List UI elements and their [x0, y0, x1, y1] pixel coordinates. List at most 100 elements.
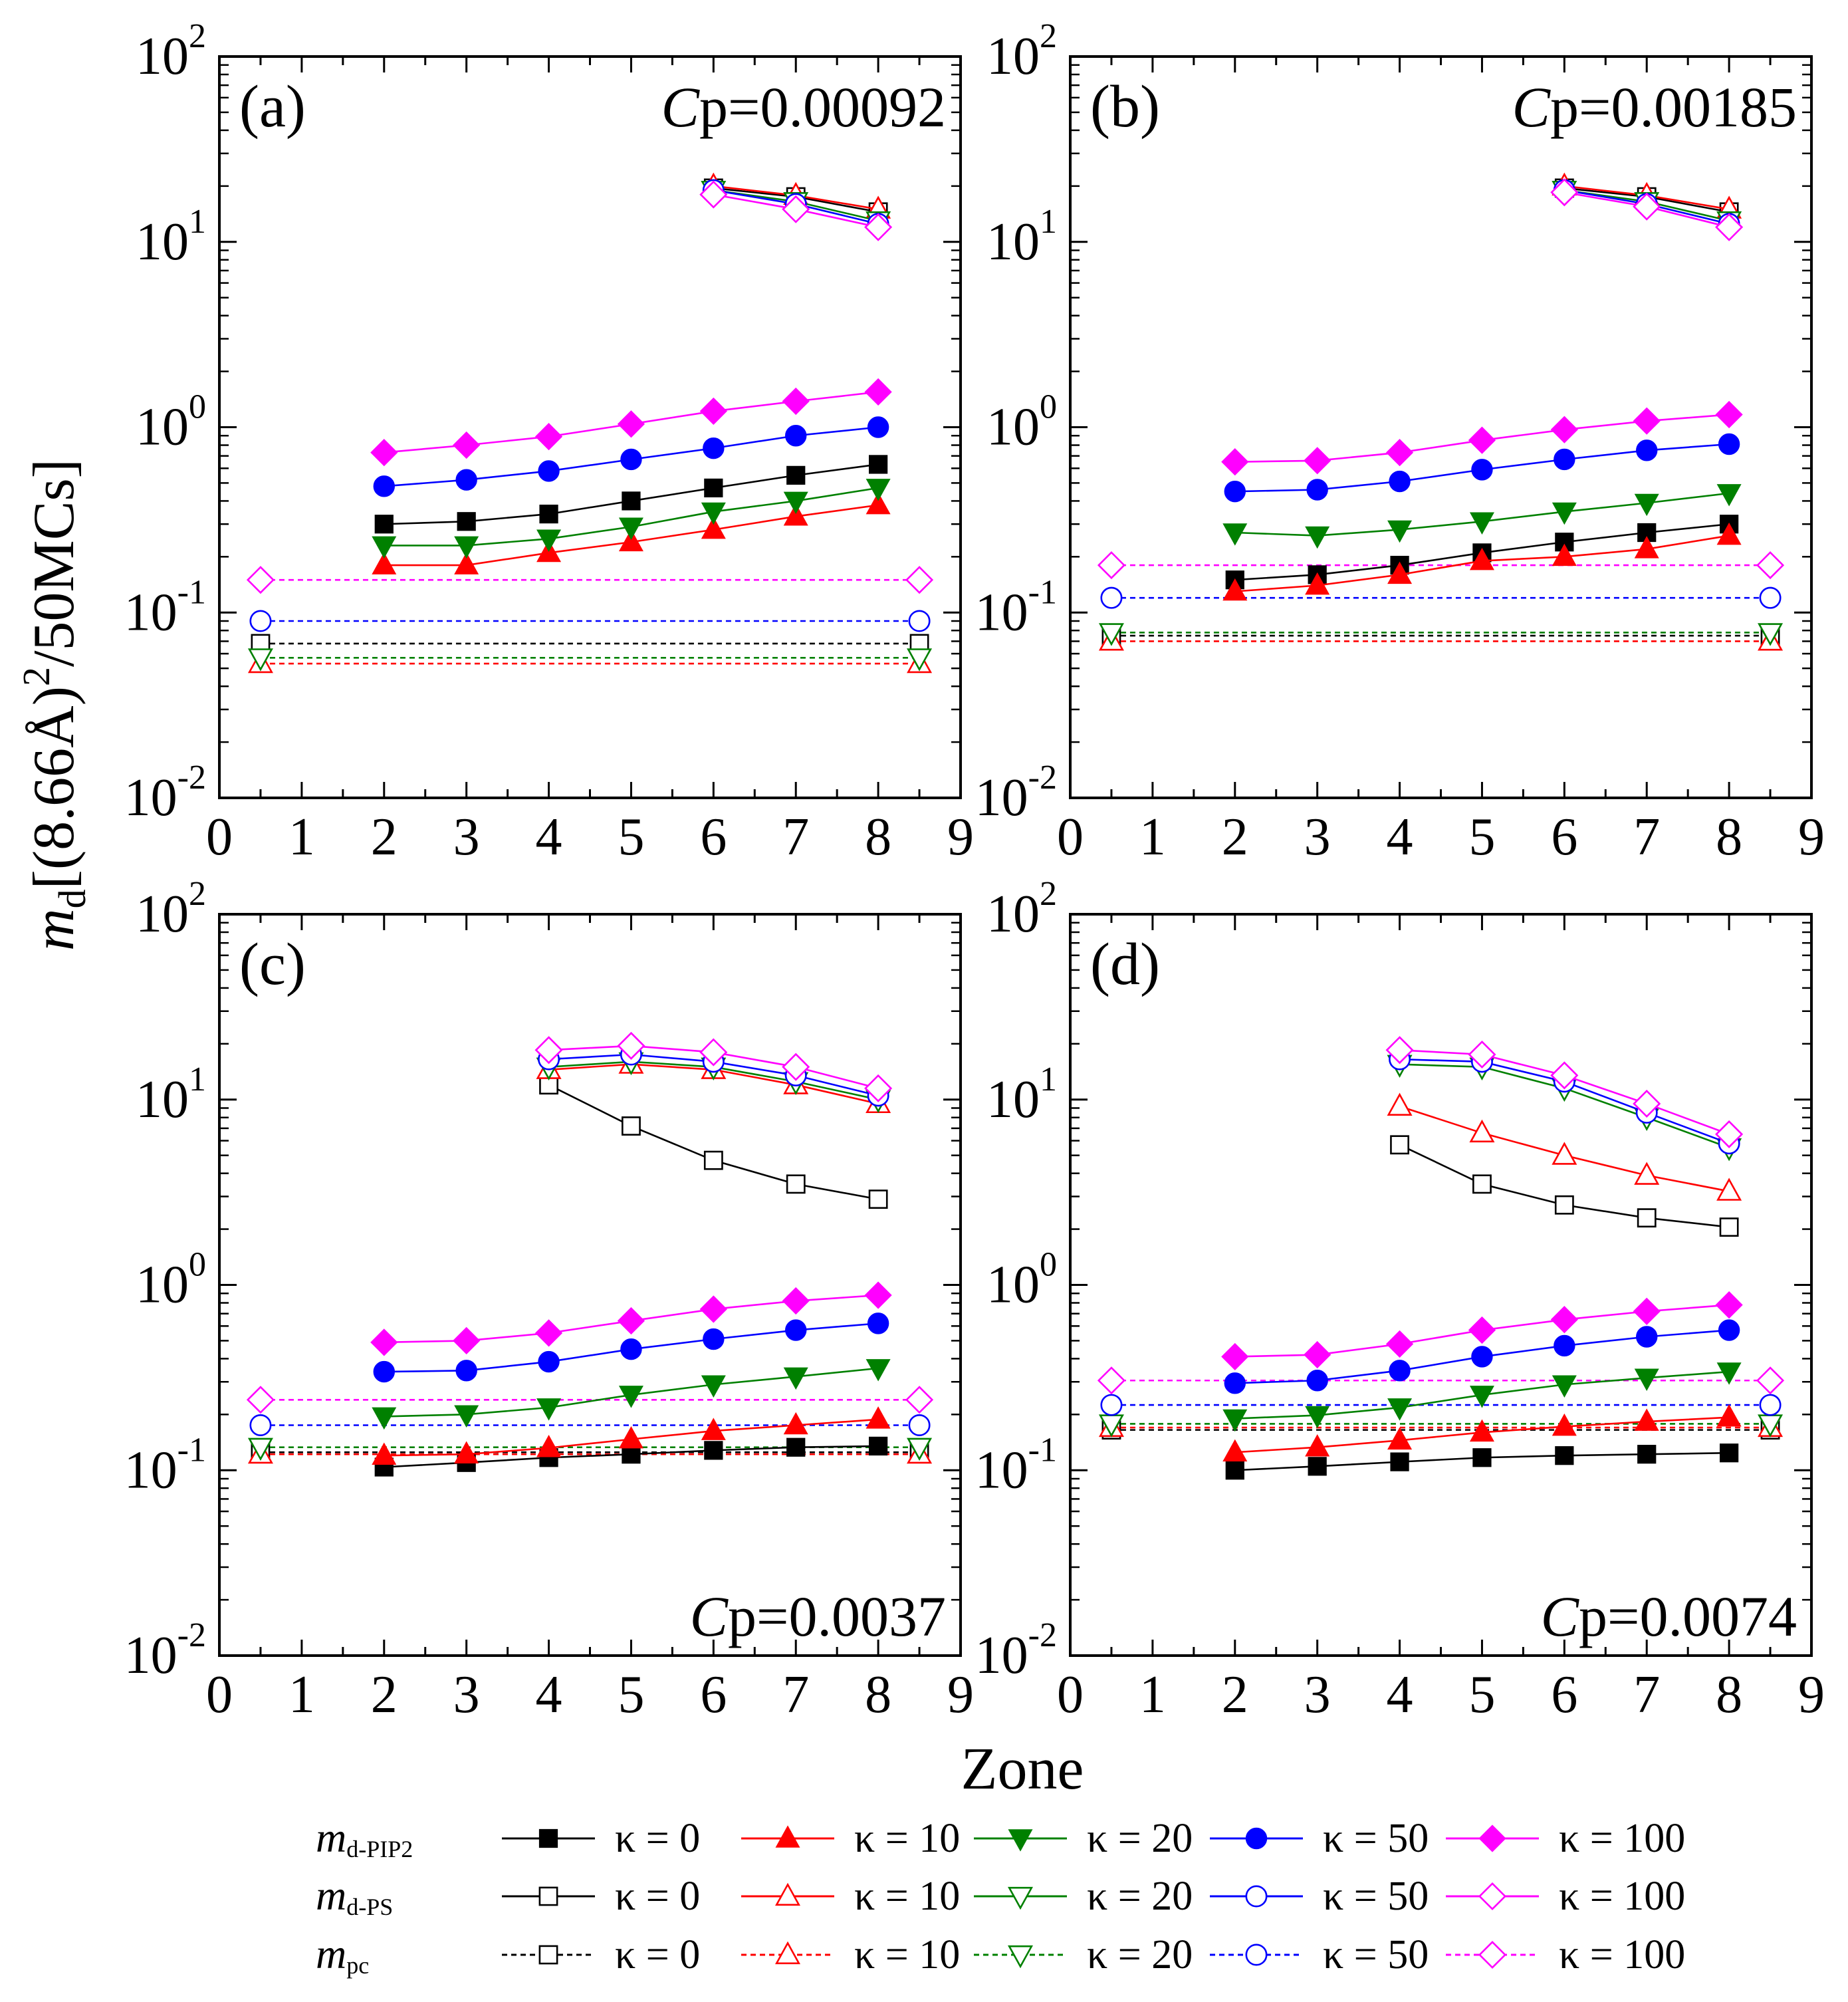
legend-row-label: mpc [316, 1930, 369, 1979]
data-point [1390, 1135, 1409, 1155]
series-pc-k100 [1097, 1366, 1785, 1395]
legend-marker [774, 1941, 801, 1965]
data-point [539, 504, 558, 524]
data-point [1718, 1319, 1740, 1341]
series-line [548, 1084, 879, 1200]
data-point [868, 1189, 888, 1209]
data-point [907, 1438, 933, 1461]
legend-entry: κ = 10 [741, 1874, 960, 1919]
x-tick-label: 1 [1139, 808, 1166, 866]
y-tick-base: 10 [986, 398, 1040, 457]
y-tick-label: 100 [986, 388, 1057, 457]
data-point [1305, 1434, 1330, 1457]
data-point [1637, 1445, 1657, 1464]
legend-marker [1007, 1945, 1034, 1969]
data-point [374, 515, 394, 534]
data-point [620, 448, 642, 471]
data-point [1100, 1394, 1123, 1416]
data-point [1304, 1340, 1331, 1369]
legend-text: κ = 10 [854, 1932, 960, 1977]
data-point [785, 425, 807, 447]
data-point [1308, 1457, 1327, 1476]
data-point [1097, 1366, 1125, 1395]
legend-text: κ = 100 [1559, 1816, 1685, 1861]
data-point [618, 517, 643, 541]
y-tick-exp: -2 [177, 1616, 206, 1654]
legend-text: κ = 10 [854, 1874, 960, 1919]
y-tick-exp: 0 [1040, 1246, 1057, 1284]
y-tick-base: 10 [136, 1070, 189, 1129]
data-point [1634, 1162, 1660, 1185]
series-pip2-k20 [372, 1359, 891, 1430]
series-pc-k50 [249, 610, 931, 632]
data-point [1469, 547, 1494, 570]
series-pc-k100 [1097, 551, 1785, 580]
y-tick-exp: 0 [189, 1246, 206, 1284]
data-point [703, 1328, 725, 1350]
y-tick-exp: -1 [177, 573, 206, 611]
series-ps-k100 [1550, 178, 1744, 241]
data-point [1472, 1448, 1492, 1467]
data-point [866, 479, 891, 501]
panel-label: (c) [239, 932, 306, 997]
data-point [908, 610, 931, 632]
data-point [868, 1436, 888, 1456]
data-point [622, 1116, 641, 1136]
x-tick-label: 9 [947, 1666, 974, 1724]
data-point [247, 648, 273, 672]
y-tick-label: 10-2 [975, 759, 1057, 827]
data-point [1719, 1443, 1739, 1463]
data-point [782, 1053, 810, 1081]
x-tick-label: 7 [782, 1666, 809, 1724]
y-tick-exp: 1 [1040, 1061, 1057, 1098]
x-tick-label: 8 [1716, 1666, 1742, 1724]
data-point [1550, 416, 1578, 443]
data-point [1469, 1419, 1494, 1442]
y-tick-exp: 2 [1040, 875, 1057, 913]
x-tick-label: 7 [1633, 1666, 1660, 1724]
data-point [453, 1326, 481, 1355]
data-point [1634, 1408, 1659, 1431]
data-point [703, 1150, 723, 1170]
data-point [1225, 1461, 1244, 1480]
y-axis-label-main: m [22, 908, 86, 951]
y-tick-label: 10-1 [975, 1431, 1057, 1499]
series-pc-k50 [249, 1414, 931, 1437]
data-point [454, 552, 479, 574]
series-pc-k20 [1098, 623, 1784, 646]
y-tick-label: 102 [986, 17, 1057, 86]
data-point [785, 1319, 807, 1341]
series-pip2-k50 [1224, 433, 1740, 503]
data-point [372, 1407, 397, 1430]
y-tick-label: 10-2 [124, 759, 206, 827]
data-point [1469, 1119, 1495, 1143]
data-point [1633, 407, 1661, 435]
y-tick-base: 10 [136, 398, 189, 457]
x-tick-label: 9 [1798, 1666, 1825, 1724]
data-point [867, 416, 889, 438]
series-pip2-k100 [370, 1281, 892, 1356]
data-point [703, 437, 725, 459]
series-pc-k10 [1098, 1414, 1784, 1438]
data-point [704, 1441, 723, 1460]
data-point [1471, 459, 1493, 481]
data-point [534, 1036, 563, 1064]
x-tick-label: 1 [289, 1666, 315, 1724]
x-tick-label: 3 [1304, 808, 1331, 866]
y-axis-label-sub: d [51, 889, 94, 908]
series-pip2-k50 [373, 1313, 889, 1383]
legend-text: κ = 100 [1559, 1874, 1685, 1919]
legend-row-sub: d-PIP2 [346, 1836, 413, 1862]
data-point [699, 1038, 728, 1066]
data-point [1716, 1178, 1742, 1201]
legend-marker [538, 1886, 558, 1906]
y-tick-base: 10 [975, 1626, 1028, 1685]
data-point [538, 460, 560, 482]
legend-row-label: md-PIP2 [316, 1814, 413, 1862]
plot-frame [218, 55, 962, 799]
data-point [1221, 1342, 1249, 1371]
y-tick-base: 10 [986, 27, 1040, 86]
data-point [1387, 1398, 1413, 1421]
data-point [370, 438, 398, 467]
